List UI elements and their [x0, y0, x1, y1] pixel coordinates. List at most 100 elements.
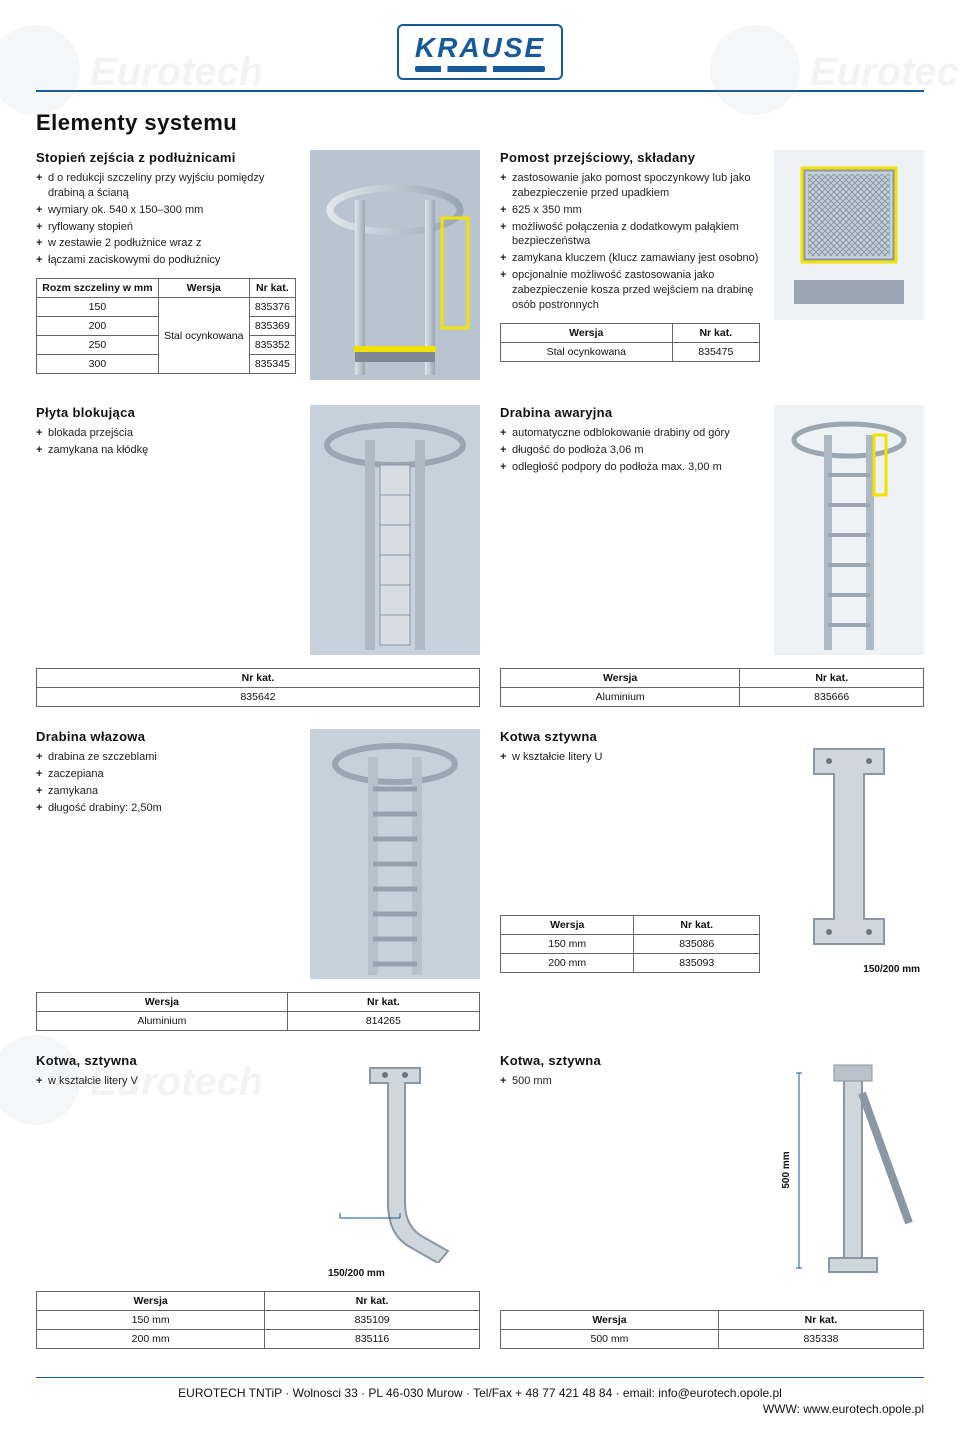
- cell: Stal ocynkowana: [501, 342, 673, 361]
- cell: 835345: [249, 355, 295, 374]
- sec1-list: d o redukcji szczeliny przy wyjściu pomi…: [36, 171, 296, 268]
- sec7-image: 150/200 mm: [310, 1053, 480, 1281]
- sec8-image: 500 mm: [774, 1053, 924, 1286]
- sec7-list: w kształcie litery V: [36, 1074, 296, 1089]
- sec2-image: [774, 150, 924, 362]
- sec1-title: Stopień zejścia z podłużnicami: [36, 150, 296, 165]
- col-header: Wersja: [501, 669, 740, 688]
- list-item: w zestawie 2 podłużnice wraz z: [36, 236, 296, 251]
- sec1-table: Rozm szczeliny w mm Wersja Nr kat. 150St…: [36, 278, 296, 374]
- cell: Aluminium: [37, 1012, 288, 1031]
- dim-label: 150/200 mm: [310, 1266, 480, 1281]
- cell: 835369: [249, 317, 295, 336]
- col-header: Nr kat.: [634, 915, 760, 934]
- cell: Stal ocynkowana: [158, 298, 249, 374]
- sec4-image: [774, 405, 924, 658]
- list-item: zamykana: [36, 784, 296, 799]
- list-item: zastosowanie jako pomost spoczynkowy lub…: [500, 171, 760, 201]
- header-rule: [36, 90, 924, 92]
- cell: 835352: [249, 336, 295, 355]
- list-item: zamykana kluczem (klucz zamawiany jest o…: [500, 251, 760, 266]
- col-header: Wersja: [501, 323, 673, 342]
- list-item: długość do podłoża 3,06 m: [500, 443, 760, 458]
- list-item: możliwość połączenia z dodatkowym pałąki…: [500, 220, 760, 250]
- list-item: zaczepiana: [36, 767, 296, 782]
- col-header: Wersja: [37, 993, 288, 1012]
- list-item: w kształcie litery U: [500, 750, 760, 765]
- list-item: wymiary ok. 540 x 150–300 mm: [36, 203, 296, 218]
- cell: 150 mm: [37, 1311, 265, 1330]
- cell: 835093: [634, 953, 760, 972]
- list-item: ryflowany stopień: [36, 220, 296, 235]
- cell: 150 mm: [501, 934, 634, 953]
- cell: 835376: [249, 298, 295, 317]
- cell: Aluminium: [501, 688, 740, 707]
- sec6-title: Kotwa sztywna: [500, 729, 760, 744]
- list-item: zamykana na kłódkę: [36, 443, 296, 458]
- sec2-title: Pomost przejściowy, składany: [500, 150, 760, 165]
- cell: 835642: [37, 688, 480, 707]
- cell: 500 mm: [501, 1330, 719, 1349]
- list-item: w kształcie litery V: [36, 1074, 296, 1089]
- col-header: Wersja: [37, 1292, 265, 1311]
- list-item: długość drabiny: 2,50m: [36, 801, 296, 816]
- list-item: 500 mm: [500, 1074, 760, 1089]
- sec4-table: WersjaNr kat. Aluminium835666: [500, 668, 924, 707]
- cell: 150: [37, 298, 159, 317]
- list-item: d o redukcji szczeliny przy wyjściu pomi…: [36, 171, 296, 201]
- col-header: Wersja: [501, 1311, 719, 1330]
- sec5-title: Drabina włazowa: [36, 729, 296, 744]
- dim-label: 500 mm: [781, 1151, 792, 1188]
- sec5-list: drabina ze szczeblami zaczepiana zamykan…: [36, 750, 296, 815]
- dim-label: 150/200 mm: [774, 962, 924, 977]
- sec6-list: w kształcie litery U: [500, 750, 760, 765]
- cell: 835666: [740, 688, 924, 707]
- col-header: Nr kat.: [740, 669, 924, 688]
- col-header: Rozm szczeliny w mm: [37, 279, 159, 298]
- footer-www: WWW: www.eurotech.opole.pl: [36, 1402, 924, 1416]
- cell: 835338: [718, 1330, 923, 1349]
- page-title: Elementy systemu: [36, 110, 924, 136]
- sec4-title: Drabina awaryjna: [500, 405, 760, 420]
- list-item: 625 x 350 mm: [500, 203, 760, 218]
- sec3-title: Płyta blokująca: [36, 405, 296, 420]
- cell: 835116: [265, 1330, 480, 1349]
- sec8-list: 500 mm: [500, 1074, 760, 1089]
- sec3-image: [310, 405, 480, 658]
- footer-line: EUROTECH TNTiP · Wolnosci 33 · PL 46-030…: [36, 1386, 924, 1400]
- sec8-title: Kotwa, sztywna: [500, 1053, 760, 1068]
- cell: 200 mm: [37, 1330, 265, 1349]
- sec2-table: WersjaNr kat. Stal ocynkowana835475: [500, 323, 760, 362]
- cell: 200 mm: [501, 953, 634, 972]
- col-header: Nr kat.: [249, 279, 295, 298]
- cell: 835475: [672, 342, 759, 361]
- brand-name: KRAUSE: [415, 32, 545, 63]
- sec4-list: automatyczne odblokowanie drabiny od gór…: [500, 426, 760, 475]
- col-header: Nr kat.: [672, 323, 759, 342]
- list-item: blokada przejścia: [36, 426, 296, 441]
- cell: 300: [37, 355, 159, 374]
- page-footer: EUROTECH TNTiP · Wolnosci 33 · PL 46-030…: [36, 1371, 924, 1432]
- sec1-image: [310, 150, 480, 383]
- sec3-list: blokada przejścia zamykana na kłódkę: [36, 426, 296, 458]
- cell: 814265: [287, 1012, 479, 1031]
- cell: 200: [37, 317, 159, 336]
- sec7-title: Kotwa, sztywna: [36, 1053, 296, 1068]
- cell: 835086: [634, 934, 760, 953]
- list-item: łączami zaciskowymi do podłużnicy: [36, 253, 296, 268]
- col-header: Nr kat.: [718, 1311, 923, 1330]
- sec3-table: Nr kat. 835642: [36, 668, 480, 707]
- list-item: odległość podpory do podłoża max. 3,00 m: [500, 460, 760, 475]
- list-item: opcjonalnie możliwość zastosowania jako …: [500, 268, 760, 313]
- col-header: Nr kat.: [37, 669, 480, 688]
- list-item: drabina ze szczeblami: [36, 750, 296, 765]
- sec8-table: WersjaNr kat. 500 mm835338: [500, 1310, 924, 1349]
- sec7-table: WersjaNr kat. 150 mm835109 200 mm835116: [36, 1291, 480, 1349]
- col-header: Wersja: [501, 915, 634, 934]
- list-item: automatyczne odblokowanie drabiny od gór…: [500, 426, 760, 441]
- cell: 250: [37, 336, 159, 355]
- col-header: Wersja: [158, 279, 249, 298]
- sec5-table: WersjaNr kat. Aluminium814265: [36, 992, 480, 1031]
- sec6-table: WersjaNr kat. 150 mm835086 200 mm835093: [500, 915, 760, 973]
- sec6-image: 150/200 mm: [774, 729, 924, 977]
